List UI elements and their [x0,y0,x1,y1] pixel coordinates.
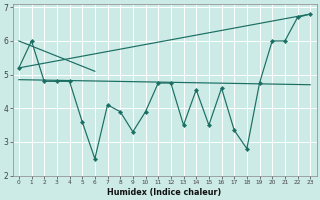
X-axis label: Humidex (Indice chaleur): Humidex (Indice chaleur) [108,188,222,197]
